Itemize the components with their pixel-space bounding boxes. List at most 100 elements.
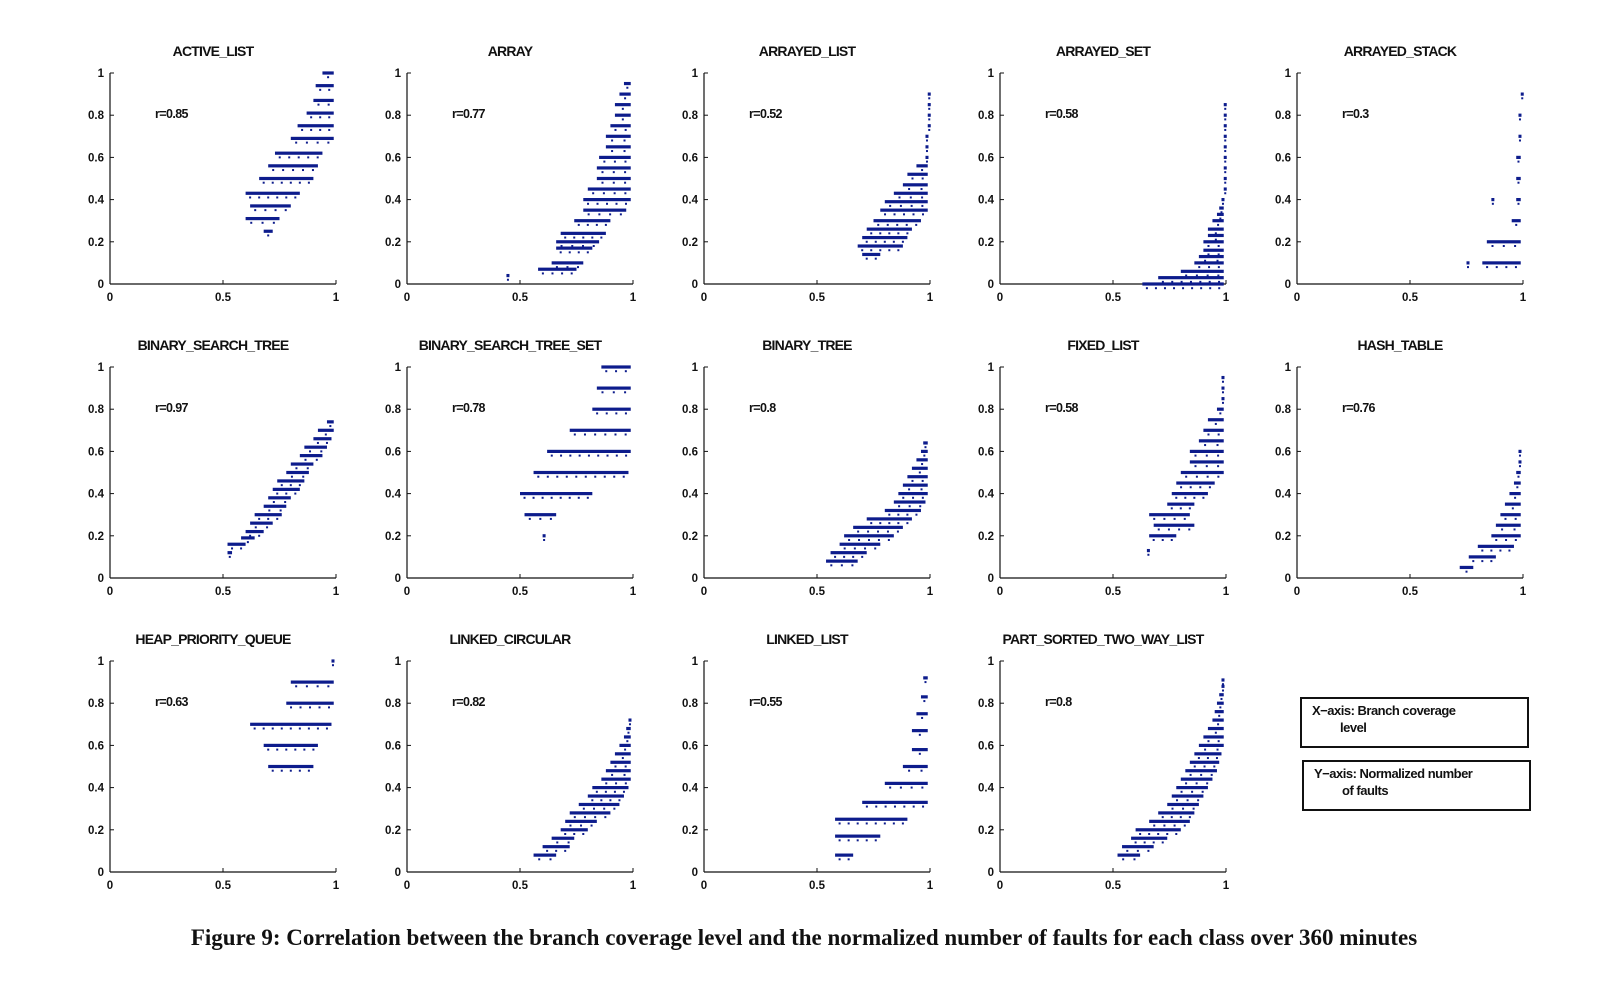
point bbox=[865, 240, 868, 243]
point bbox=[1153, 824, 1156, 827]
point bbox=[614, 128, 617, 131]
y-tick-label: 0.8 bbox=[1275, 404, 1292, 416]
y-tick-label: 0.4 bbox=[385, 195, 402, 207]
y-tick-label: 1 bbox=[692, 656, 699, 668]
point bbox=[899, 204, 902, 207]
point bbox=[231, 547, 234, 550]
point bbox=[596, 202, 599, 205]
point bbox=[624, 97, 627, 100]
y-tick-label: 0.6 bbox=[385, 152, 401, 164]
point bbox=[1208, 486, 1211, 489]
point-row bbox=[1131, 836, 1168, 840]
figure-caption: Figure 9: Correlation between the branch… bbox=[190, 925, 1418, 950]
point-row bbox=[1216, 701, 1224, 705]
point bbox=[621, 757, 624, 760]
point bbox=[888, 513, 891, 516]
point-row bbox=[533, 853, 557, 857]
point bbox=[1518, 118, 1521, 121]
y-tick-label: 0.2 bbox=[978, 531, 994, 543]
point bbox=[583, 816, 586, 819]
point bbox=[1133, 858, 1136, 861]
point bbox=[843, 547, 846, 550]
y-tick-label: 1 bbox=[692, 362, 699, 374]
point-row bbox=[1149, 513, 1190, 517]
point bbox=[1224, 118, 1227, 121]
point bbox=[1183, 824, 1186, 827]
point bbox=[623, 139, 626, 142]
correlation-label: r=0.77 bbox=[452, 107, 486, 121]
point-row bbox=[1491, 534, 1521, 538]
point bbox=[299, 706, 302, 709]
point bbox=[925, 150, 928, 153]
point bbox=[329, 425, 332, 428]
point-row bbox=[569, 428, 631, 432]
point bbox=[922, 805, 925, 808]
y-tick-label: 0.8 bbox=[682, 110, 699, 122]
point bbox=[1182, 287, 1185, 290]
point bbox=[1175, 496, 1178, 499]
point bbox=[615, 202, 618, 205]
point bbox=[1163, 517, 1166, 520]
point bbox=[1513, 528, 1516, 531]
point bbox=[865, 839, 868, 842]
y-tick-label: 0.2 bbox=[682, 237, 698, 249]
point-row bbox=[1146, 548, 1150, 553]
point bbox=[870, 249, 873, 252]
point bbox=[564, 236, 567, 239]
subplot-title: ARRAY bbox=[488, 43, 534, 59]
point bbox=[1163, 287, 1166, 290]
point-row bbox=[254, 513, 282, 517]
point bbox=[271, 181, 274, 184]
y-tick-label: 0.8 bbox=[682, 698, 699, 710]
point bbox=[606, 202, 609, 205]
point bbox=[568, 251, 571, 254]
point bbox=[865, 822, 868, 825]
point bbox=[549, 858, 552, 861]
point bbox=[1206, 782, 1209, 785]
point-row bbox=[1198, 254, 1224, 259]
point bbox=[840, 564, 843, 567]
point-row bbox=[1198, 743, 1224, 747]
y-tick-label: 1 bbox=[1285, 68, 1292, 80]
point bbox=[1139, 833, 1142, 835]
y-tick-label: 0 bbox=[98, 279, 104, 291]
point bbox=[915, 223, 918, 226]
point bbox=[573, 833, 576, 835]
point bbox=[1221, 401, 1224, 404]
y-tick-label: 0 bbox=[98, 573, 104, 585]
data-points bbox=[826, 441, 928, 567]
point bbox=[925, 139, 928, 142]
point bbox=[1504, 517, 1507, 520]
point bbox=[1188, 528, 1191, 531]
point bbox=[594, 433, 597, 436]
point bbox=[306, 467, 309, 470]
point bbox=[1505, 266, 1508, 269]
point-row bbox=[835, 817, 908, 821]
y-tick-label: 0 bbox=[692, 573, 698, 585]
subplot-title: PART_SORTED_TWO_WAY_LIST bbox=[1003, 631, 1205, 647]
point bbox=[272, 169, 275, 172]
point bbox=[1189, 280, 1192, 283]
point bbox=[254, 209, 257, 212]
point bbox=[847, 822, 850, 825]
point bbox=[246, 541, 249, 544]
point bbox=[1208, 266, 1211, 269]
point-row bbox=[1468, 555, 1496, 559]
point bbox=[276, 492, 279, 495]
point bbox=[1224, 150, 1227, 153]
y-tick-label: 0.2 bbox=[88, 237, 104, 249]
point bbox=[1194, 465, 1197, 468]
point-row bbox=[605, 134, 631, 138]
point bbox=[1195, 475, 1198, 478]
point bbox=[267, 748, 270, 751]
point bbox=[920, 188, 923, 191]
correlation-label: r=0.55 bbox=[749, 695, 783, 709]
x-tick-label: 0.5 bbox=[1402, 586, 1419, 598]
point bbox=[1185, 274, 1188, 277]
point bbox=[1189, 773, 1192, 776]
point bbox=[559, 251, 562, 254]
point bbox=[307, 156, 310, 159]
point bbox=[1208, 280, 1211, 283]
point bbox=[624, 128, 627, 131]
point bbox=[1217, 465, 1220, 468]
